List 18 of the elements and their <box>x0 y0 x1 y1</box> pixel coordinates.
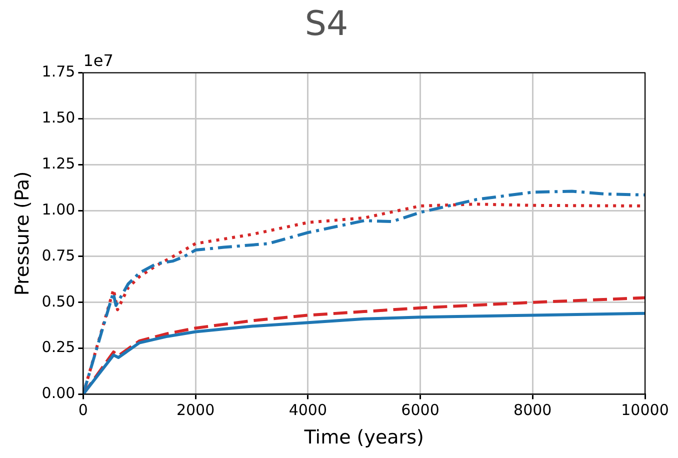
text: 1e7 <box>83 50 114 70</box>
y-tick-label: 0.75 <box>42 246 76 264</box>
x-tick-label: 10000 <box>621 401 669 420</box>
y-axis-title: Pressure (Pa) <box>11 171 34 296</box>
y-tick-label: 1.50 <box>42 108 76 127</box>
y-tick-label: 0.50 <box>42 292 76 310</box>
y-tick-label: 0.25 <box>42 338 76 356</box>
x-tick-label: 6000 <box>401 401 440 420</box>
x-tick-label: 4000 <box>288 401 328 420</box>
y-tick-label: 1.75 <box>42 62 76 81</box>
y-tick-label: 0.00 <box>42 384 76 402</box>
x-axis-title: Time (years) <box>303 426 424 449</box>
x-tick-label: 2000 <box>176 401 215 420</box>
y-tick-label: 1.00 <box>42 200 76 218</box>
chart-title: S4 <box>304 4 348 44</box>
x-tick-label: 8000 <box>514 401 552 420</box>
x-tick-label: 0 <box>78 401 88 420</box>
y-tick-label: 1.25 <box>42 154 76 173</box>
